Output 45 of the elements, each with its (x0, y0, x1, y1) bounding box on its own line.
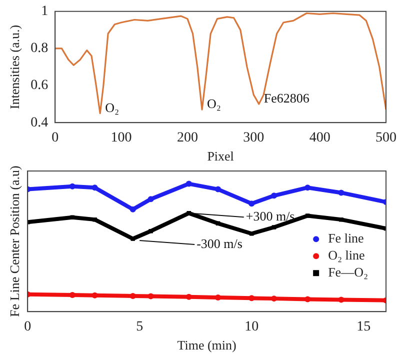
x-tick-label: 15 (356, 320, 371, 335)
x-tick-label: 0 (52, 130, 59, 146)
point (271, 296, 277, 302)
x-tick-label: 5 (136, 320, 144, 335)
x-tick-label: 10 (244, 320, 259, 335)
point (148, 293, 154, 300)
x-tick-label: 500 (376, 130, 396, 146)
point (338, 190, 344, 196)
point (248, 200, 255, 207)
point (92, 292, 98, 298)
annotation: Fe62806 (264, 90, 310, 106)
y-tick-label: 0.6 (30, 78, 48, 94)
point (92, 217, 97, 222)
x-tick-label: 400 (309, 130, 330, 146)
x-axis-title: Time (min) (177, 338, 236, 353)
annotation: +300 m/s (246, 208, 295, 224)
point (215, 294, 221, 301)
y-tick-label: 0.4 (30, 115, 48, 130)
y-axis-title: Intensities (a.u.) (7, 24, 22, 110)
point (249, 232, 254, 236)
point (215, 186, 221, 192)
point (148, 228, 153, 234)
y-tick-label: 1 (41, 4, 48, 20)
annotation: O₂ (207, 96, 221, 112)
x-axis-title: Pixel (207, 148, 234, 164)
legend-label: O₂ line (328, 248, 365, 263)
x-tick-label: 0 (24, 320, 32, 335)
annotation: O₂ (105, 100, 120, 115)
point (305, 214, 310, 218)
legend-label: Fe line (328, 230, 364, 246)
point (271, 192, 277, 199)
point (130, 206, 136, 212)
point (339, 217, 344, 222)
legend-label: Fe—O₂ (328, 264, 368, 280)
point (304, 296, 311, 302)
x-tick-label: 200 (176, 130, 198, 146)
annotation: -300 m/s (196, 236, 242, 251)
x-tick-label: 100 (110, 130, 132, 146)
x-tick-label: 300 (243, 130, 264, 146)
y-tick-label: 0.8 (30, 41, 48, 56)
point (338, 296, 344, 303)
point (272, 225, 276, 230)
point (148, 196, 154, 202)
y-axis-title: Fe Line Center Position (a.u) (7, 166, 22, 317)
point (186, 180, 192, 187)
